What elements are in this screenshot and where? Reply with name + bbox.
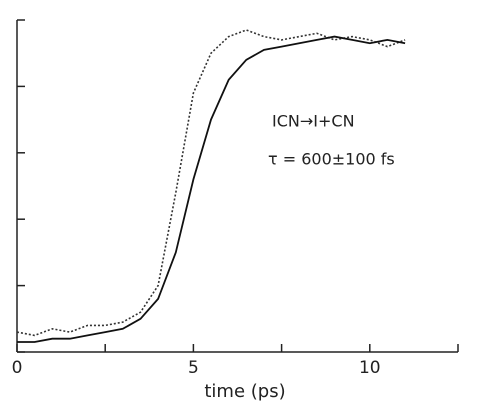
- x-axis-title: time (ps): [204, 381, 285, 402]
- annotation: τ = 600±100 fs: [268, 150, 395, 169]
- data-line: [17, 35, 406, 343]
- data-line: [16, 29, 406, 337]
- x-tick-label: 5: [188, 358, 199, 378]
- x-tick-label: 10: [359, 358, 381, 378]
- x-tick-label: 0: [12, 358, 23, 378]
- annotation: ICN→I+CN: [272, 112, 355, 131]
